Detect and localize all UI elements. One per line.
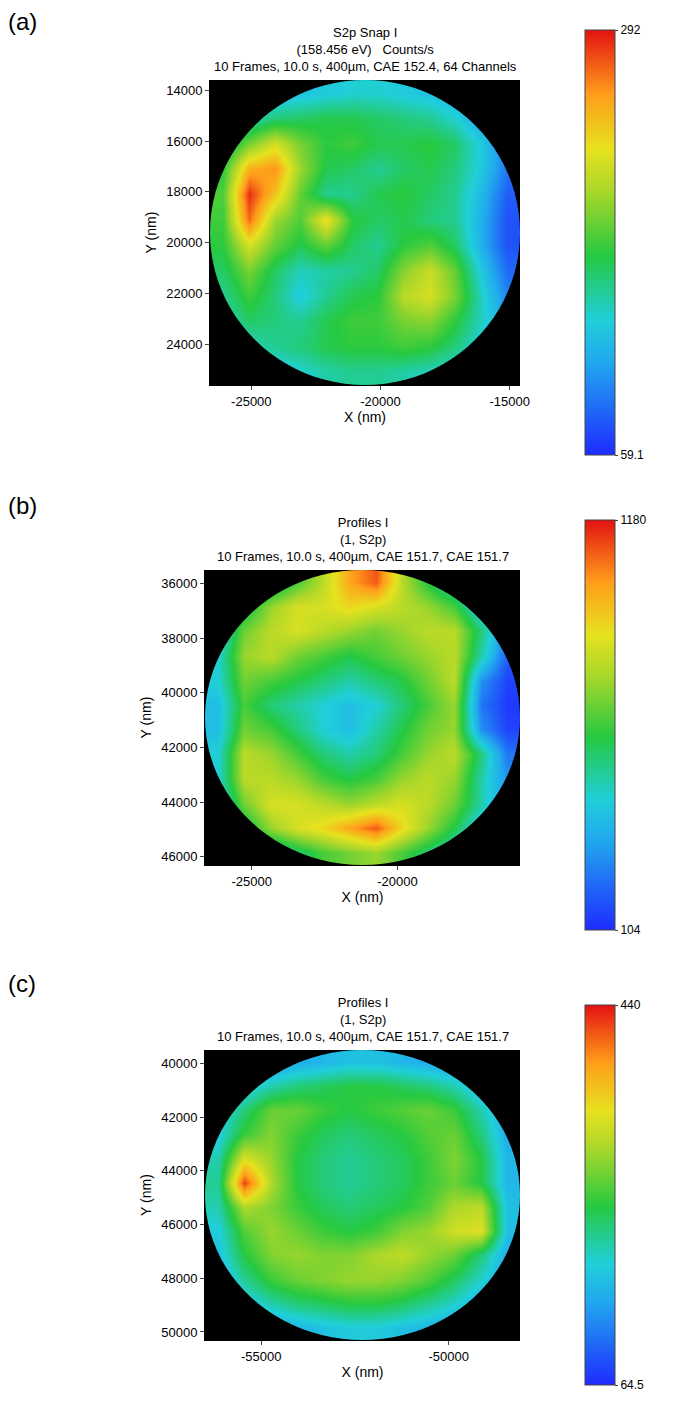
svg-text:-55000: -55000 (241, 1349, 281, 1364)
svg-text:-15000: -15000 (489, 394, 529, 409)
svg-text:48000: 48000 (161, 1271, 197, 1286)
svg-text:292: 292 (620, 23, 640, 37)
svg-text:Y (nm): Y (nm) (138, 1174, 154, 1216)
svg-text:(a): (a) (8, 8, 37, 35)
svg-text:20000: 20000 (166, 235, 202, 250)
svg-text:Profiles I(1, S2p)10 Frames, 1: Profiles I(1, S2p)10 Frames, 10.0 s, 400… (217, 995, 509, 1044)
svg-text:42000: 42000 (161, 1110, 197, 1125)
svg-text:-25000: -25000 (231, 874, 271, 889)
svg-text:104: 104 (620, 923, 640, 937)
svg-text:Profiles I(1, S2p)10 Frames, 1: Profiles I(1, S2p)10 Frames, 10.0 s, 400… (217, 515, 509, 564)
svg-text:440: 440 (620, 998, 640, 1012)
svg-text:X (nm): X (nm) (342, 1364, 384, 1380)
svg-text:40000: 40000 (161, 1056, 197, 1071)
svg-text:18000: 18000 (166, 184, 202, 199)
svg-text:(c): (c) (8, 970, 36, 997)
svg-text:46000: 46000 (161, 1217, 197, 1232)
svg-text:1180: 1180 (620, 513, 646, 527)
svg-text:38000: 38000 (161, 631, 197, 646)
svg-text:24000: 24000 (166, 337, 202, 352)
svg-text:50000: 50000 (161, 1324, 197, 1339)
svg-text:X (nm): X (nm) (342, 889, 384, 905)
svg-text:44000: 44000 (161, 795, 197, 810)
svg-text:Y (nm): Y (nm) (143, 212, 159, 254)
svg-text:14000: 14000 (166, 83, 202, 98)
svg-text:22000: 22000 (166, 286, 202, 301)
svg-text:-20000: -20000 (360, 394, 400, 409)
svg-text:40000: 40000 (161, 685, 197, 700)
svg-text:46000: 46000 (161, 849, 197, 864)
svg-text:-25000: -25000 (231, 394, 271, 409)
svg-text:(b): (b) (8, 492, 37, 519)
svg-text:16000: 16000 (166, 134, 202, 149)
svg-text:S2p Snap I(158.456 eV) Count: S2p Snap I(158.456 eV) Counts/s10 Frames… (214, 25, 517, 74)
svg-text:59.1: 59.1 (620, 448, 644, 462)
svg-text:X (nm): X (nm) (344, 409, 386, 425)
svg-text:Y (nm): Y (nm) (138, 697, 154, 739)
svg-text:-50000: -50000 (429, 1349, 469, 1364)
svg-text:44000: 44000 (161, 1163, 197, 1178)
svg-text:42000: 42000 (161, 740, 197, 755)
svg-text:64.5: 64.5 (620, 1378, 644, 1392)
svg-text:-20000: -20000 (377, 874, 417, 889)
svg-text:36000: 36000 (161, 576, 197, 591)
